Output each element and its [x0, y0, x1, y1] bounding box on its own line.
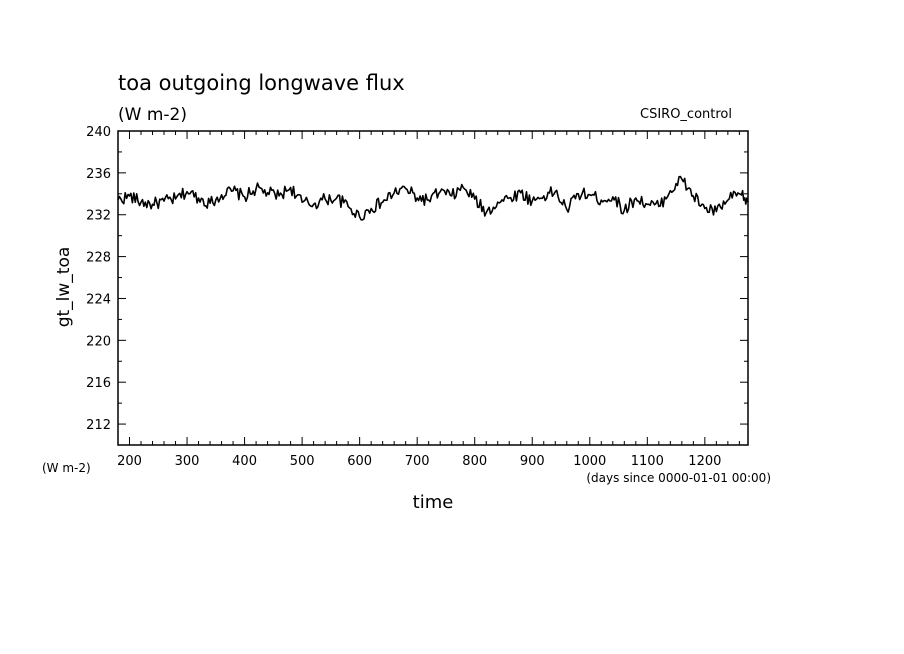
plot-frame — [117, 130, 749, 446]
run-label: CSIRO_control — [640, 107, 732, 122]
x-tick-label: 800 — [462, 454, 487, 469]
x-tick-label: 300 — [175, 454, 200, 469]
x-tick-label: 900 — [520, 454, 545, 469]
x-tick-label: 200 — [117, 454, 142, 469]
y-tick-label: 220 — [86, 334, 111, 349]
y-tick-label: 212 — [86, 418, 111, 433]
x-tick-label: 500 — [290, 454, 315, 469]
x-tick-label: 1100 — [631, 454, 664, 469]
x-tick-label: 600 — [347, 454, 372, 469]
x-tick-label: 700 — [405, 454, 430, 469]
x-tick-label: 400 — [232, 454, 257, 469]
y-axis-label: gt_lw_toa — [54, 247, 74, 328]
chart-title: toa outgoing longwave flux — [118, 71, 405, 95]
y-tick-label: 216 — [86, 376, 111, 391]
tick-labels: 200 300 400 500 600 700 800 900 1000 1100 1200 212 2… — [86, 125, 721, 469]
x-axis-label: time — [413, 492, 454, 513]
x-tick-label: 1000 — [573, 454, 606, 469]
ticks — [118, 130, 748, 446]
chart-subtitle: (W m-2) — [118, 105, 187, 125]
x-tick-label: 1200 — [688, 454, 721, 469]
y-tick-label: 232 — [86, 209, 111, 224]
y-unit-label: (W m-2) — [42, 461, 91, 475]
series-line — [117, 175, 749, 221]
y-tick-label: 228 — [86, 251, 111, 266]
y-tick-label: 236 — [86, 167, 111, 182]
x-unit-label: (days since 0000-01-01 00:00) — [586, 471, 771, 485]
y-tick-label: 240 — [86, 125, 111, 140]
y-tick-label: 224 — [86, 292, 111, 307]
